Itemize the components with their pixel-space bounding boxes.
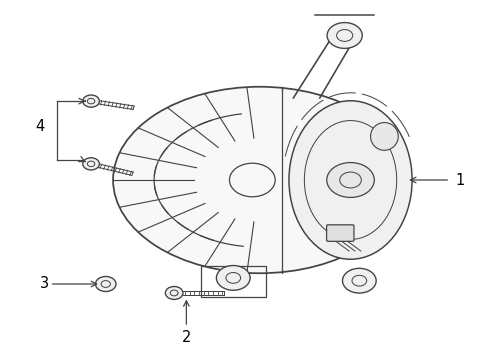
Circle shape bbox=[83, 158, 99, 170]
Circle shape bbox=[343, 268, 376, 293]
Text: 4: 4 bbox=[35, 119, 44, 134]
Text: 3: 3 bbox=[40, 276, 49, 292]
FancyBboxPatch shape bbox=[327, 225, 354, 241]
Ellipse shape bbox=[113, 87, 406, 273]
Ellipse shape bbox=[289, 101, 412, 259]
Circle shape bbox=[96, 276, 116, 292]
Circle shape bbox=[327, 23, 362, 48]
Ellipse shape bbox=[370, 122, 398, 150]
Text: 2: 2 bbox=[182, 330, 191, 345]
Text: 1: 1 bbox=[455, 172, 465, 188]
Circle shape bbox=[229, 163, 275, 197]
Circle shape bbox=[217, 266, 250, 290]
Circle shape bbox=[165, 287, 183, 300]
Circle shape bbox=[83, 95, 99, 107]
Circle shape bbox=[327, 163, 374, 197]
